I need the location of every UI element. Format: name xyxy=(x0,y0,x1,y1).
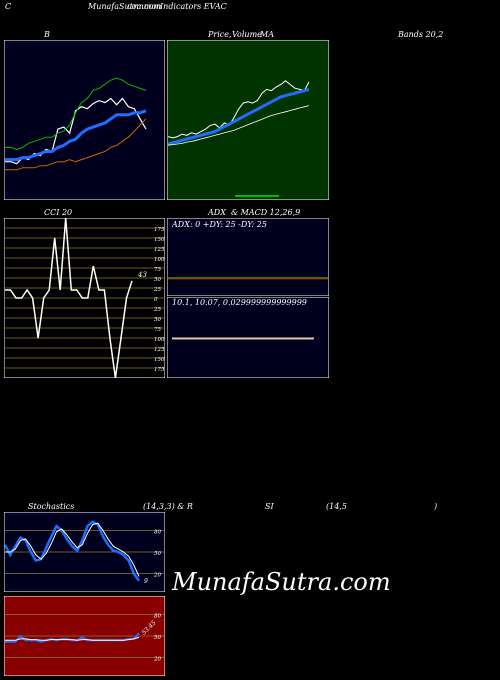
ma-label: MA xyxy=(260,30,274,39)
bb-price-line xyxy=(5,97,147,165)
rsi-params-label: (14,5 xyxy=(326,502,347,511)
header-title-rest: Indicators EVAC xyxy=(160,2,227,11)
price-line xyxy=(167,80,310,139)
cci-tick-label: 0 xyxy=(154,297,158,303)
bb-upper-line xyxy=(5,77,147,151)
ma-short-line xyxy=(167,87,310,146)
rsi-label: SI xyxy=(265,502,274,511)
watermark: MunafaSutra.com xyxy=(172,568,391,596)
ma-long-line xyxy=(167,105,310,146)
bb-middle-line xyxy=(5,109,147,162)
cci-tick-label: 100 xyxy=(154,337,165,343)
price-label: Price, xyxy=(208,30,232,39)
header-title-overlap: common xyxy=(127,2,162,11)
cci-tick-label: 150 xyxy=(154,357,165,363)
cci-tick-label: 150 xyxy=(154,237,165,243)
bollinger-panel xyxy=(4,40,165,200)
stoch-d-line xyxy=(5,522,140,577)
rsi-ma-line xyxy=(5,636,140,641)
cci-tick-label: 125 xyxy=(154,247,165,253)
rsi-grid-tick-label: 50 xyxy=(154,635,161,641)
cci-tick-label: 75 xyxy=(154,327,161,333)
adx-macd-label: ADX & MACD 12,26,9 xyxy=(208,208,301,217)
cci-tick-label: 50 xyxy=(154,277,161,283)
cci-tick-label: 50 xyxy=(154,317,161,323)
cci-tick-label: 175 xyxy=(154,367,165,373)
cci-tick-label: 75 xyxy=(154,267,161,273)
macd-text: 10.1, 10.07, 0.029999999999999 xyxy=(172,298,307,307)
cci-line xyxy=(5,218,133,378)
stochastics-panel: 80 50 20 9 xyxy=(4,512,165,592)
stoch-label: Stochastics xyxy=(28,502,75,511)
cci-tick-label: 125 xyxy=(154,347,165,353)
volume-label: Volume xyxy=(232,30,262,39)
header-title: MunafaSutra.com xyxy=(88,2,161,11)
bb-label: B xyxy=(44,30,50,39)
bb-lower-line xyxy=(5,118,147,171)
bands-label: Bands 20,2 xyxy=(398,30,444,39)
rsi-params-close: ) xyxy=(434,502,438,511)
stoch-k-line xyxy=(4,520,141,582)
cci-label: CCI 20 xyxy=(44,208,73,217)
st-grid-tick-label: 50 xyxy=(154,551,161,557)
cci-last-value: 43 xyxy=(137,271,147,279)
cci-panel: 175 150 125 100 75 50 25 0 25 50 75 100 125 150 175 43 xyxy=(4,218,165,378)
st-grid-tick-label: 20 xyxy=(153,573,161,579)
price-ma-panel xyxy=(167,40,329,200)
rsi-grid-tick-label: 20 xyxy=(153,657,161,663)
cci-tick-label: 175 xyxy=(154,227,165,233)
cci-tick-label: 25 xyxy=(153,307,161,313)
rsi-grid-tick-label: 80 xyxy=(154,613,161,619)
st-grid-tick-label: 80 xyxy=(154,529,161,535)
adx-text: ADX: 0 +DY: 25 -DY: 25 xyxy=(171,220,267,229)
stoch-params-label: (14,3,3) & R xyxy=(143,502,193,511)
macd-panel: 10.1, 10.07, 0.029999999999999 xyxy=(167,297,329,378)
cci-tick-label: 100 xyxy=(154,257,165,263)
header-left-letter: C xyxy=(5,2,12,11)
cci-tick-label: 25 xyxy=(153,287,161,293)
stoch-last-value: 9 xyxy=(144,578,148,585)
adx-panel: ADX: 0 +DY: 25 -DY: 25 xyxy=(167,218,329,296)
